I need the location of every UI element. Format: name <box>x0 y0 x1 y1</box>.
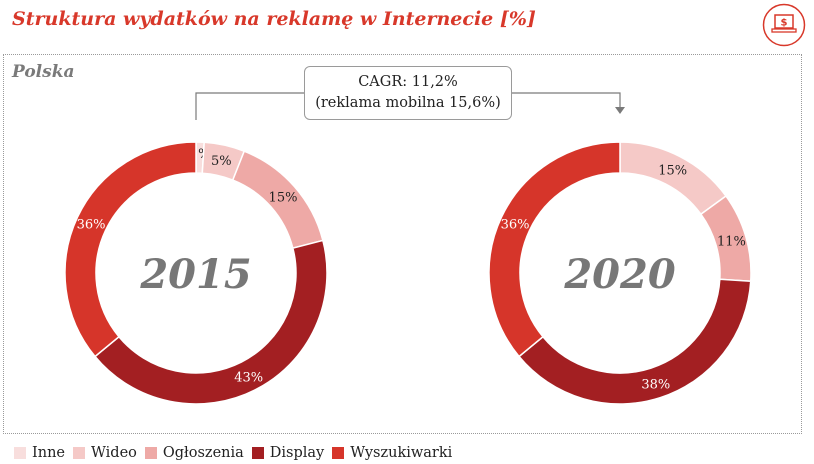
cagr-arrowhead <box>615 107 625 114</box>
legend-swatch-display <box>251 447 264 459</box>
legend-item-display: Display <box>251 445 325 461</box>
donut-center-year-2015: 2015 <box>139 251 251 298</box>
legend: Inne Wideo Ogłoszenia Display Wyszukiwar… <box>14 443 460 463</box>
donut-2015-slice-wyszukiwarki <box>64 141 197 358</box>
chart-frame <box>3 54 802 434</box>
donut-2020-slice-wyszukiwarki <box>488 141 621 358</box>
legend-label-inne: Inne <box>32 445 65 461</box>
legend-item-ogloszenia: Ogłoszenia <box>144 445 244 461</box>
donut-2015-label-display: 43% <box>234 370 263 385</box>
region-label: Polska <box>12 62 75 82</box>
legend-swatch-ogloszenia <box>144 447 157 459</box>
donut-2015-slice-display <box>94 239 328 405</box>
donut-2015-label-wideo: 5% <box>211 154 232 169</box>
legend-label-wyszukiwarki: Wyszukiwarki <box>350 445 453 461</box>
cagr-line1: CAGR: 11,2% <box>358 74 458 90</box>
legend-swatch-inne <box>14 447 26 459</box>
legend-swatch-wyszukiwarki <box>332 447 345 459</box>
legend-label-display: Display <box>269 445 325 461</box>
legend-item-inne: Inne <box>14 445 65 461</box>
legend-item-wyszukiwarki: Wyszukiwarki <box>332 445 452 461</box>
cagr-arrow <box>195 92 621 120</box>
donut-center-year-2020: 2020 <box>563 251 675 298</box>
legend-swatch-wideo <box>73 447 85 459</box>
donut-2020-label-ogloszenia: 11% <box>717 235 746 250</box>
svg-text:$: $ <box>781 18 788 29</box>
legend-label-ogloszenia: Ogłoszenia <box>162 445 244 461</box>
laptop-money-icon: $ <box>762 3 806 47</box>
cagr-box: CAGR: 11,2% (reklama mobilna 15,6%) <box>304 66 512 120</box>
donut-2020-label-display: 38% <box>641 377 670 392</box>
chart-title: Struktura wydatków na reklamę w Internec… <box>12 8 536 30</box>
donut-2015-label-wyszukiwarki: 36% <box>77 218 106 233</box>
donut-2015-label-ogloszenia: 15% <box>269 190 298 205</box>
donut-2020-label-wideo: 15% <box>658 164 687 179</box>
legend-label-wideo: Wideo <box>91 445 137 461</box>
cagr-line2: (reklama mobilna 15,6%) <box>315 95 501 111</box>
legend-item-wideo: Wideo <box>73 445 137 461</box>
donut-2020-label-wyszukiwarki: 36% <box>501 218 530 233</box>
